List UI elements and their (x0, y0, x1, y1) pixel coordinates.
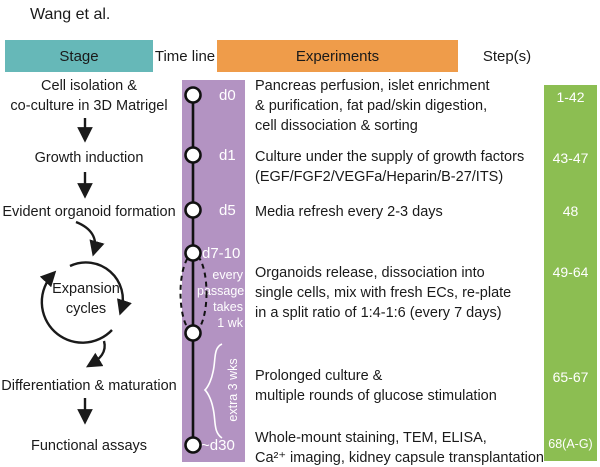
experiment-line: cell dissociation & sorting (255, 118, 418, 134)
step-range-5: 65-67 (552, 369, 589, 385)
step-range-4: 49-64 (552, 264, 589, 280)
experiment-line: Ca²⁺ imaging, kidney capsule transplanta… (255, 450, 544, 466)
stage-growth-induction: Growth induction (34, 150, 144, 166)
step-range-1: 1-42 (556, 89, 585, 105)
stage-expansion-cycles: Expansion cycles (26, 279, 146, 319)
stage-differentiation: Differentiation & maturation (1, 378, 177, 394)
experiment-row-4: Organoids release, dissociation into sin… (255, 263, 547, 323)
loop-note-line: passage (197, 284, 245, 298)
steps-column-header: Step(s) (482, 47, 532, 65)
stage-line: Cell isolation & (41, 78, 137, 94)
experiment-line: Pancreas perfusion, islet enrichment (255, 78, 490, 94)
loop-note-line: every (212, 268, 243, 282)
passage-loop-note: every passage takes 1 wk (197, 267, 245, 331)
figure-title: Wang et al. (30, 6, 111, 23)
experiment-row-2: Culture under the supply of growth facto… (255, 147, 547, 187)
loop-note-line: 1 wk (217, 316, 243, 330)
experiment-row-5: Prolonged culture & multiple rounds of g… (255, 366, 547, 406)
steps-band (544, 85, 597, 461)
stage-organoid-formation: Evident organoid formation (2, 204, 176, 220)
experiment-line: Prolonged culture & (255, 368, 383, 384)
experiment-line: & purification, fat pad/skin digestion, (255, 98, 488, 114)
curved-arrow-icon (85, 340, 106, 368)
experiment-line: single cells, mix with fresh ECs, re-pla… (255, 285, 512, 301)
timeline-label-d0: d0 (219, 87, 236, 104)
stage-column-header: Stage (5, 40, 153, 72)
timeline-column-header: Time line (154, 47, 216, 65)
experiment-line: Culture under the supply of growth facto… (255, 149, 525, 165)
experiment-line: in a split ratio of 1:4-1:6 (every 7 day… (255, 305, 502, 321)
experiment-row-6: Whole-mount staining, TEM, ELISA, Ca²⁺ i… (255, 428, 547, 467)
stage-line: cycles (65, 301, 107, 317)
step-range-6: 68(A-G) (548, 437, 593, 451)
experiment-line: Whole-mount staining, TEM, ELISA, (255, 430, 487, 446)
curved-arrow-icon (75, 220, 105, 257)
timeline-label-d5: d5 (219, 202, 236, 219)
experiment-row-1: Pancreas perfusion, islet enrichment & p… (255, 76, 547, 136)
stage-functional-assays: Functional assays (30, 438, 148, 454)
stage-line: Expansion (52, 281, 120, 297)
timeline-label-d1: d1 (219, 147, 236, 164)
experiment-line: (EGF/FGF2/VEGFa/Heparin/B-27/ITS) (255, 169, 504, 185)
experiment-line: multiple rounds of glucose stimulation (255, 388, 497, 404)
extra-weeks-note: extra 3 wks (226, 358, 240, 422)
loop-note-line: takes (213, 300, 243, 314)
experiment-line: Organoids release, dissociation into (255, 265, 485, 281)
step-range-2: 43-47 (552, 150, 589, 166)
stage-line: co-culture in 3D Matrigel (10, 98, 168, 114)
step-range-3: 48 (562, 203, 579, 219)
timeline-label-d30: ~d30 (201, 437, 235, 454)
experiments-column-header: Experiments (217, 40, 458, 72)
experiment-line: Media refresh every 2-3 days (255, 204, 443, 220)
experiment-row-3: Media refresh every 2-3 days (255, 202, 547, 222)
stage-cell-isolation: Cell isolation & co-culture in 3D Matrig… (0, 76, 178, 116)
timeline-label-d7-10: d7-10 (202, 245, 241, 262)
